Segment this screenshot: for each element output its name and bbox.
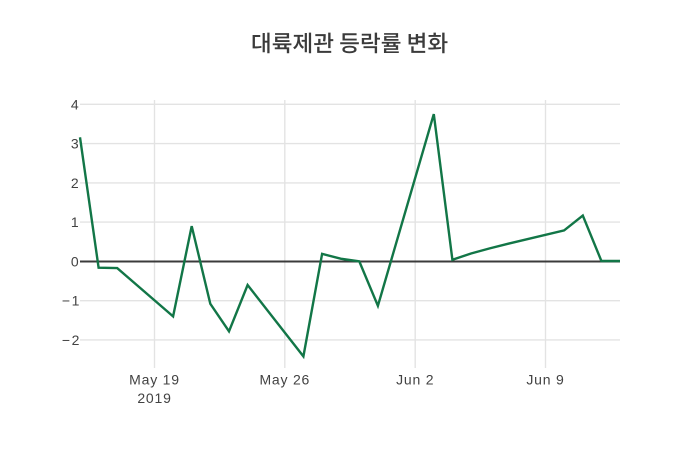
svg-text:Jun 2: Jun 2 — [396, 372, 434, 388]
svg-text:May 19: May 19 — [129, 372, 180, 388]
svg-text:Jun 9: Jun 9 — [526, 372, 564, 388]
svg-text:−1: −1 — [62, 293, 81, 309]
svg-text:2019: 2019 — [137, 390, 171, 406]
svg-text:3: 3 — [71, 136, 80, 152]
svg-text:May 26: May 26 — [259, 372, 310, 388]
svg-text:−2: −2 — [62, 332, 81, 348]
svg-text:2: 2 — [71, 175, 80, 191]
svg-text:1: 1 — [71, 214, 80, 230]
svg-text:4: 4 — [71, 96, 80, 112]
svg-text:0: 0 — [71, 253, 80, 269]
